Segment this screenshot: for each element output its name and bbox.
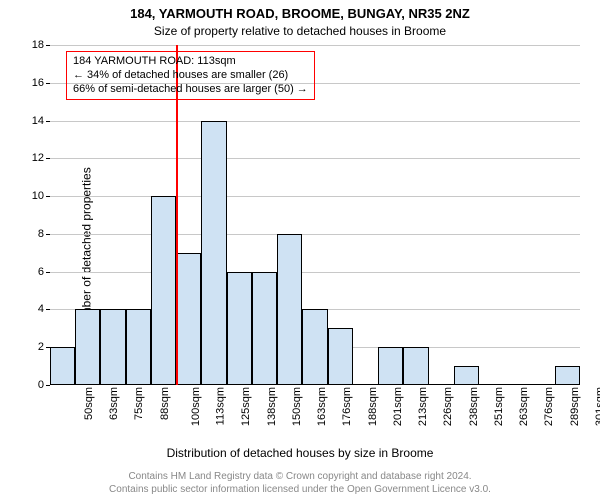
ytick-label: 10 — [32, 190, 44, 202]
bar — [252, 272, 277, 385]
bar — [151, 196, 176, 385]
xtick-label: 163sqm — [316, 387, 328, 426]
annotation-line: 184 YARMOUTH ROAD: 113sqm — [73, 55, 308, 69]
xtick-label: 201sqm — [392, 387, 404, 426]
ytick-label: 2 — [38, 341, 44, 353]
xtick-label: 176sqm — [342, 387, 354, 426]
bar — [328, 328, 353, 385]
xtick-label: 100sqm — [190, 387, 202, 426]
xtick-label: 263sqm — [518, 387, 530, 426]
xtick-label: 125sqm — [241, 387, 253, 426]
bar — [454, 366, 479, 385]
bar — [100, 309, 125, 385]
annotation-line: 66% of semi-detached houses are larger (… — [73, 83, 308, 97]
xtick-label: 188sqm — [367, 387, 379, 426]
xtick-label: 75sqm — [134, 387, 146, 420]
x-axis-baseline — [50, 384, 580, 385]
bar — [201, 121, 226, 385]
ytick-label: 18 — [32, 39, 44, 51]
plot-area: 024681012141618 50sqm63sqm75sqm88sqm100s… — [50, 45, 580, 385]
xtick-label: 113sqm — [215, 387, 227, 425]
xtick-label: 251sqm — [493, 387, 505, 426]
xtick-label: 63sqm — [108, 387, 120, 420]
bar — [227, 272, 252, 385]
ytick-label: 8 — [38, 228, 44, 240]
ytick-label: 6 — [38, 266, 44, 278]
bar — [403, 347, 428, 385]
ytick-label: 0 — [38, 379, 44, 391]
credit-text: Contains HM Land Registry data © Crown c… — [0, 471, 600, 496]
bar — [302, 309, 327, 385]
xtick-label: 226sqm — [442, 387, 454, 426]
credit-line-2: Contains public sector information licen… — [0, 484, 600, 497]
xtick-label: 301sqm — [594, 387, 600, 426]
xtick-label: 289sqm — [569, 387, 581, 426]
xtick-label: 150sqm — [291, 387, 303, 426]
xtick-label: 138sqm — [266, 387, 278, 426]
ytick-mark — [46, 385, 50, 386]
ytick-label: 14 — [32, 115, 44, 127]
xtick-label: 88sqm — [159, 387, 171, 420]
credit-line-1: Contains HM Land Registry data © Crown c… — [0, 471, 600, 484]
chart-title: 184, YARMOUTH ROAD, BROOME, BUNGAY, NR35… — [0, 6, 600, 21]
chart-subtitle: Size of property relative to detached ho… — [0, 24, 600, 38]
bar — [126, 309, 151, 385]
xtick-label: 276sqm — [543, 387, 555, 426]
xtick-label: 213sqm — [417, 387, 429, 426]
bar — [555, 366, 580, 385]
ytick-label: 16 — [32, 77, 44, 89]
bar — [378, 347, 403, 385]
bar — [50, 347, 75, 385]
annotation-line: ← 34% of detached houses are smaller (26… — [73, 69, 308, 83]
bar — [75, 309, 100, 385]
annotation-box: 184 YARMOUTH ROAD: 113sqm← 34% of detach… — [66, 51, 315, 100]
bar — [277, 234, 302, 385]
xtick-label: 50sqm — [83, 387, 95, 420]
x-axis-label: Distribution of detached houses by size … — [0, 446, 600, 460]
bar — [176, 253, 201, 385]
xtick-label: 238sqm — [468, 387, 480, 426]
ytick-label: 12 — [32, 152, 44, 164]
ytick-label: 4 — [38, 303, 44, 315]
